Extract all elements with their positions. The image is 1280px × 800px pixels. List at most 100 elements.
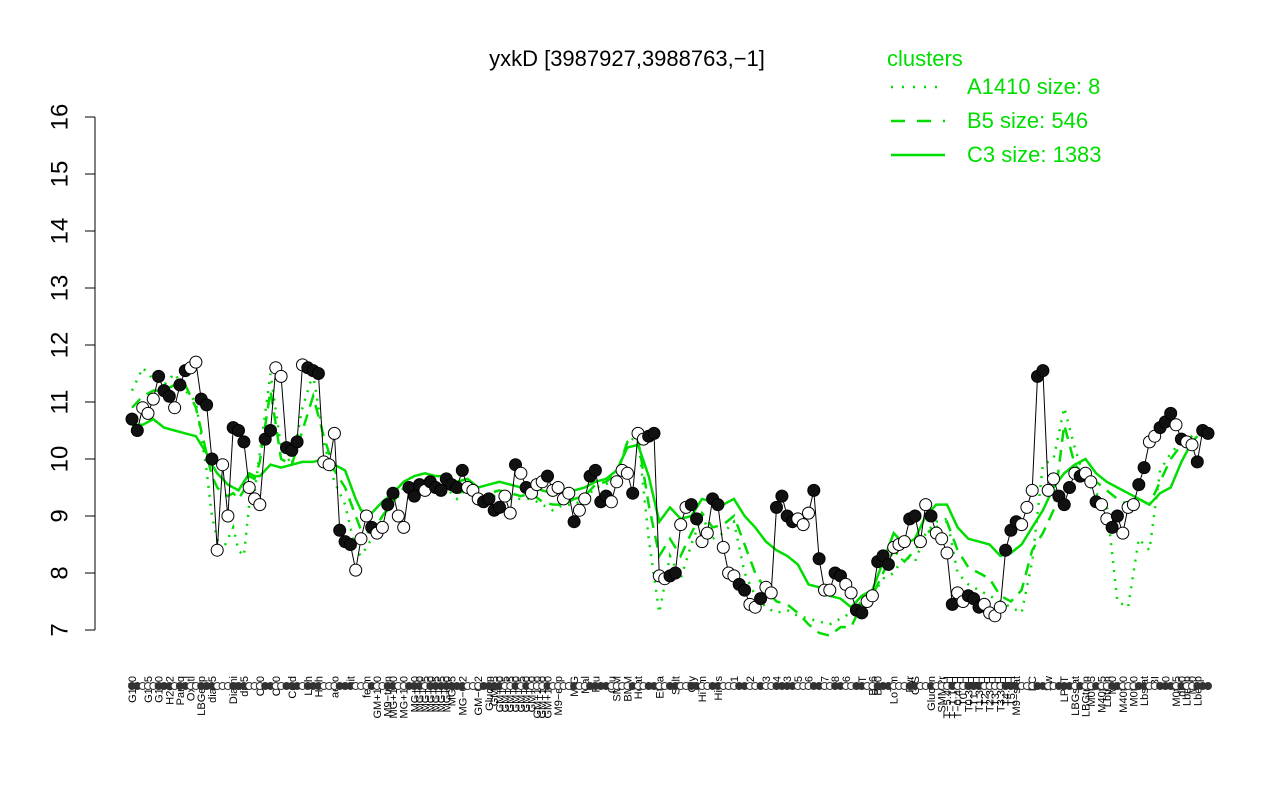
data-point (919, 498, 933, 512)
data-point (567, 515, 581, 529)
data-point (711, 498, 725, 512)
data-point (327, 426, 341, 440)
data-point (354, 532, 368, 546)
data-point (162, 389, 176, 403)
y-tick-label: 7 (47, 623, 74, 636)
data-point (572, 503, 586, 517)
data-point (908, 509, 922, 523)
data-point (125, 412, 139, 426)
data-point (498, 489, 512, 503)
y-tick-label: 11 (47, 390, 74, 415)
chart-title: yxkD [3987927,3988763,−1] (489, 46, 765, 71)
data-point (221, 509, 235, 523)
data-point (1047, 472, 1060, 486)
data-point (407, 489, 421, 503)
data-point (812, 552, 826, 566)
y-tick-label: 9 (47, 509, 74, 522)
data-point (1110, 509, 1124, 523)
data-point (1190, 455, 1204, 469)
data-point (264, 424, 277, 437)
data-point (738, 583, 752, 597)
data-point (647, 426, 661, 440)
data-point (588, 463, 602, 477)
data-point (562, 486, 576, 500)
series-line-solid (132, 417, 1199, 609)
data-point (690, 512, 704, 526)
data-point (152, 369, 166, 383)
data-point (1015, 518, 1029, 532)
condition-label: Lbexp (1192, 676, 1204, 706)
data-point (620, 466, 634, 480)
data-point (1020, 500, 1034, 514)
data-point (1057, 498, 1071, 512)
data-point (146, 392, 160, 406)
data-point (802, 506, 815, 520)
data-point (770, 500, 783, 514)
data-point (578, 492, 592, 506)
data-point (386, 486, 400, 500)
legend-label: C3 size: 1383 (967, 142, 1102, 167)
legend-label: B5 size: 546 (967, 108, 1088, 133)
y-tick-label: 13 (47, 275, 74, 302)
data-point (935, 532, 949, 546)
data-point (205, 452, 219, 466)
data-point (775, 489, 789, 503)
plot-area (125, 355, 1215, 638)
data-point (1116, 526, 1130, 540)
data-point (1201, 426, 1215, 440)
data-point (855, 606, 869, 620)
condition-label: M9−stat (1011, 676, 1023, 715)
data-point (434, 483, 448, 497)
data-point (482, 492, 496, 506)
data-point (668, 566, 682, 580)
data-point (626, 486, 640, 500)
data-point (844, 586, 858, 600)
data-point (503, 506, 517, 520)
data-point (913, 535, 927, 549)
data-point (343, 538, 357, 551)
data-point (232, 424, 245, 437)
data-point (940, 546, 954, 560)
data-point (541, 469, 554, 483)
data-point (945, 597, 959, 611)
condition-label: M9−exp (553, 676, 565, 715)
data-point (130, 424, 144, 437)
data-point (796, 518, 810, 532)
data-point (375, 520, 389, 534)
condition-label: MG−0.2 (457, 676, 469, 715)
data-point (1185, 438, 1199, 452)
data-point (168, 401, 182, 415)
data-point (999, 543, 1013, 557)
data-point (716, 540, 730, 554)
series-line-dashed (131, 383, 1199, 638)
y-tick-label: 15 (47, 161, 74, 188)
data-point (1164, 406, 1178, 420)
y-axis: 7 8 9 10 11 12 13 14 15 16 (47, 104, 96, 637)
data-point (1137, 461, 1151, 475)
data-point (684, 498, 698, 512)
data-point (189, 355, 203, 369)
data-point (397, 520, 411, 534)
data-point (200, 398, 214, 412)
data-point (455, 463, 469, 477)
data-point (764, 586, 778, 600)
data-point (333, 523, 347, 537)
data-point (881, 557, 895, 571)
data-point (493, 500, 506, 514)
data-point (216, 458, 230, 472)
data-point (1169, 418, 1183, 432)
data-point (381, 498, 395, 512)
data-point (242, 481, 256, 494)
data-point (237, 435, 251, 449)
series-line-dotted (130, 365, 1199, 626)
legend-label: A1410 size: 8 (967, 74, 1100, 99)
data-point (141, 406, 155, 420)
data-point (924, 509, 938, 523)
y-tick-label: 16 (47, 104, 74, 131)
data-point (551, 481, 565, 494)
data-point (391, 509, 405, 523)
legend-title: clusters (887, 46, 963, 71)
data-point (674, 518, 688, 532)
data-point (349, 563, 363, 577)
y-tick-label: 12 (47, 332, 74, 359)
